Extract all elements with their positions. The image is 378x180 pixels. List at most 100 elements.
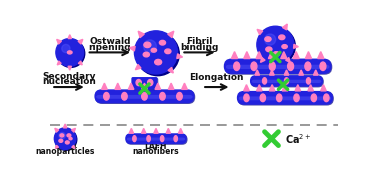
Polygon shape <box>282 24 287 30</box>
Polygon shape <box>293 52 299 58</box>
Polygon shape <box>268 52 274 58</box>
Text: LAFH: LAFH <box>145 142 167 151</box>
Polygon shape <box>294 44 298 48</box>
Ellipse shape <box>160 136 164 142</box>
Ellipse shape <box>136 80 141 86</box>
Polygon shape <box>68 66 71 70</box>
Circle shape <box>144 40 156 53</box>
Ellipse shape <box>147 136 150 142</box>
Text: Fibril: Fibril <box>186 37 212 46</box>
FancyBboxPatch shape <box>94 89 195 103</box>
Text: ripening: ripening <box>88 43 131 52</box>
Polygon shape <box>72 145 75 148</box>
Polygon shape <box>257 29 263 35</box>
Ellipse shape <box>174 136 177 142</box>
Circle shape <box>55 129 77 150</box>
Text: Ca$^{2+}$: Ca$^{2+}$ <box>285 132 312 146</box>
Ellipse shape <box>285 78 288 84</box>
Polygon shape <box>286 58 290 62</box>
Polygon shape <box>168 67 174 73</box>
Polygon shape <box>295 85 301 91</box>
FancyBboxPatch shape <box>250 75 323 87</box>
Text: nanofibers: nanofibers <box>133 147 179 156</box>
Text: nanoparticles: nanoparticles <box>36 147 95 156</box>
Ellipse shape <box>133 136 136 142</box>
Ellipse shape <box>266 47 272 52</box>
FancyBboxPatch shape <box>238 92 334 105</box>
Polygon shape <box>318 52 324 58</box>
Ellipse shape <box>324 94 329 102</box>
Polygon shape <box>55 128 59 132</box>
FancyBboxPatch shape <box>132 77 158 89</box>
Ellipse shape <box>144 42 151 48</box>
Ellipse shape <box>307 78 310 84</box>
Ellipse shape <box>147 80 153 86</box>
Text: binding: binding <box>180 43 218 52</box>
Ellipse shape <box>277 94 282 102</box>
Ellipse shape <box>165 49 171 54</box>
Circle shape <box>57 40 85 67</box>
FancyBboxPatch shape <box>251 80 322 83</box>
Ellipse shape <box>142 93 147 100</box>
Polygon shape <box>128 83 134 89</box>
FancyBboxPatch shape <box>126 138 186 141</box>
Ellipse shape <box>234 62 240 71</box>
Polygon shape <box>182 83 187 89</box>
Ellipse shape <box>311 94 316 102</box>
Ellipse shape <box>273 52 279 56</box>
FancyBboxPatch shape <box>224 58 332 74</box>
Ellipse shape <box>320 62 326 71</box>
Polygon shape <box>244 52 250 58</box>
Ellipse shape <box>160 40 166 45</box>
Ellipse shape <box>59 139 63 142</box>
Text: Ostwald: Ostwald <box>89 37 130 46</box>
Polygon shape <box>305 52 311 58</box>
FancyBboxPatch shape <box>132 78 158 90</box>
Polygon shape <box>55 145 59 148</box>
Ellipse shape <box>305 62 311 71</box>
Ellipse shape <box>60 134 64 137</box>
Polygon shape <box>168 31 174 38</box>
Circle shape <box>59 132 65 139</box>
Circle shape <box>62 44 70 53</box>
Circle shape <box>265 34 276 45</box>
Ellipse shape <box>155 59 162 65</box>
Ellipse shape <box>65 141 69 144</box>
Ellipse shape <box>294 94 299 102</box>
Polygon shape <box>138 31 144 38</box>
Polygon shape <box>166 128 170 133</box>
Ellipse shape <box>122 93 127 100</box>
FancyBboxPatch shape <box>225 59 332 75</box>
Polygon shape <box>168 83 174 89</box>
Polygon shape <box>257 85 262 91</box>
Polygon shape <box>256 52 262 58</box>
Polygon shape <box>129 46 135 51</box>
Polygon shape <box>78 39 83 44</box>
Polygon shape <box>68 35 71 39</box>
Polygon shape <box>299 70 304 75</box>
Text: Elongation: Elongation <box>190 73 244 82</box>
Polygon shape <box>282 85 288 91</box>
Ellipse shape <box>160 93 165 100</box>
Ellipse shape <box>151 48 156 52</box>
FancyBboxPatch shape <box>225 65 330 69</box>
Circle shape <box>136 33 179 76</box>
Ellipse shape <box>69 138 72 140</box>
Polygon shape <box>260 58 265 62</box>
Polygon shape <box>178 128 183 133</box>
Polygon shape <box>321 85 326 91</box>
Ellipse shape <box>244 94 249 102</box>
Circle shape <box>135 31 178 74</box>
Circle shape <box>56 39 84 66</box>
Ellipse shape <box>279 35 285 40</box>
Ellipse shape <box>143 52 149 57</box>
Polygon shape <box>115 83 121 89</box>
Ellipse shape <box>177 93 182 100</box>
Ellipse shape <box>265 37 271 41</box>
Polygon shape <box>71 128 76 132</box>
FancyBboxPatch shape <box>126 134 187 145</box>
Text: LAFH: LAFH <box>54 142 76 151</box>
Ellipse shape <box>282 45 287 48</box>
Polygon shape <box>129 128 133 133</box>
Polygon shape <box>64 124 67 128</box>
